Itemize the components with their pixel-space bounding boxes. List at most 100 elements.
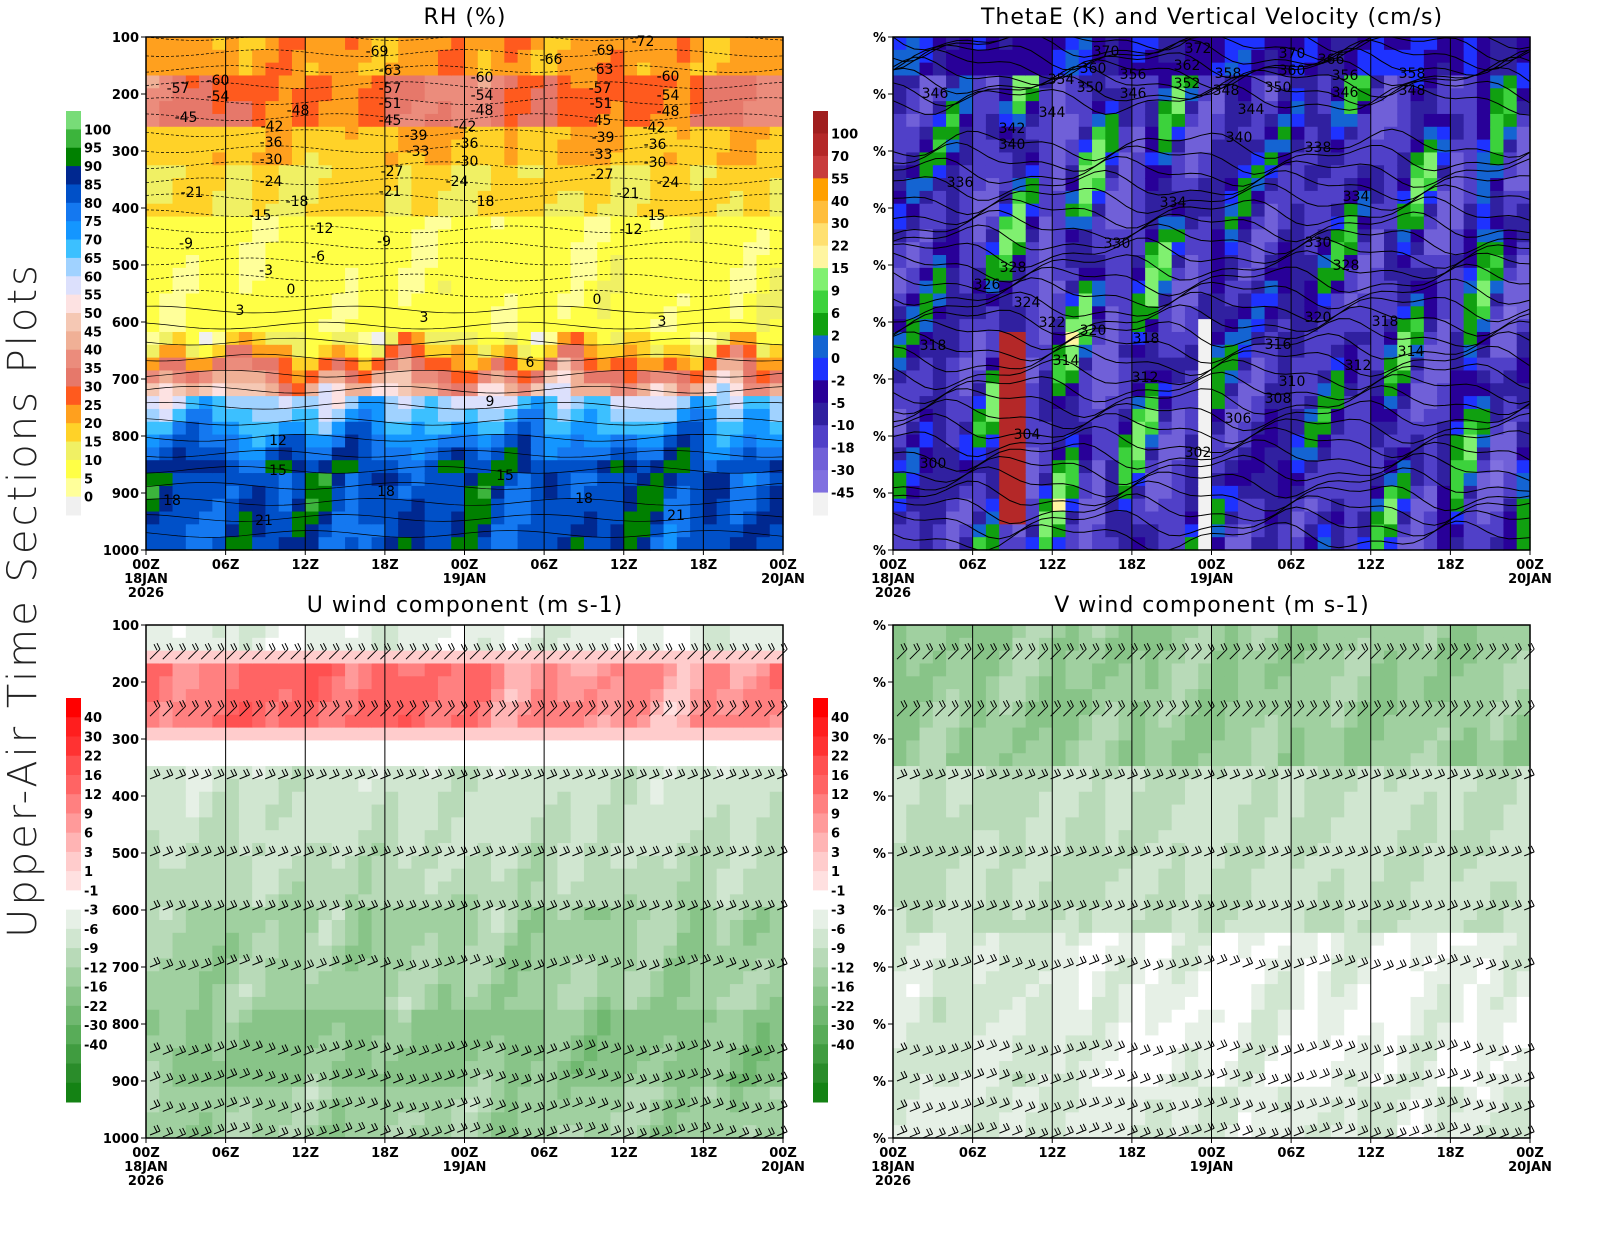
contour-cell [278, 740, 293, 754]
contour-cell [530, 203, 545, 218]
contour-cell [477, 408, 492, 423]
contour-cell [663, 473, 678, 487]
contour-cell [291, 817, 306, 831]
contour-cell [1025, 190, 1040, 205]
contour-cell [769, 216, 784, 230]
contour-cell [544, 498, 558, 513]
contour-cell [305, 62, 320, 77]
contour-cell [345, 62, 359, 77]
contour-cell [769, 357, 784, 372]
contour-cell [172, 126, 187, 141]
contour-cell [650, 485, 665, 500]
contour-cell [331, 306, 346, 320]
contour-cell [1463, 293, 1478, 307]
contour-cell [265, 242, 280, 256]
contour-cell [477, 267, 492, 282]
contour-cell [238, 971, 253, 985]
contour-cell [932, 370, 947, 384]
contour-cell [159, 511, 174, 525]
contour-cell [517, 242, 532, 256]
contour-cell [411, 126, 426, 141]
contour-cell [305, 139, 320, 154]
contour-cell [1463, 370, 1478, 384]
contour-cell [384, 791, 399, 806]
contour-cell [999, 88, 1014, 102]
contour-cell [583, 49, 598, 64]
contour-cell [504, 62, 519, 77]
contour-cell [650, 434, 665, 448]
contour-cell [932, 178, 947, 192]
contour-cell [424, 1048, 439, 1062]
contour-cell [1238, 524, 1252, 538]
contour-cell [345, 370, 359, 384]
contour-cell [305, 75, 320, 89]
contour-cell [398, 804, 413, 818]
contour-cell [1344, 408, 1359, 423]
contour-cell [663, 37, 678, 51]
contour-cell [1330, 101, 1345, 115]
contour-cell [1264, 190, 1279, 205]
contour-cell [345, 1125, 359, 1139]
contour-cell [716, 473, 731, 487]
contour-cell [172, 689, 187, 703]
contour-cell [1291, 511, 1305, 525]
contour-cell [398, 663, 413, 677]
contour-cell [1171, 255, 1186, 269]
contour-cell [437, 1022, 452, 1036]
contour-cell [172, 280, 187, 295]
contour-cell [1238, 37, 1252, 51]
contour-cell [491, 319, 505, 333]
contour-cell [358, 1022, 373, 1036]
contour-cell [1357, 408, 1372, 423]
contour-cell [371, 996, 386, 1011]
contour-cell [1317, 267, 1332, 282]
contour-cell [1476, 37, 1491, 51]
contour-cell [358, 126, 373, 141]
contour-cell [424, 817, 439, 831]
contour-cell [411, 203, 426, 218]
contour-cell [199, 701, 213, 716]
contour-cell [623, 293, 638, 307]
contour-cell [278, 778, 293, 793]
contour-cell [1171, 216, 1186, 230]
contour-cell [225, 817, 240, 831]
contour-cell [291, 203, 306, 218]
contour-cell [1038, 62, 1053, 77]
contour-cell [1476, 126, 1491, 141]
contour-cell [1330, 473, 1345, 487]
contour-cell [146, 984, 160, 998]
contour-cell [919, 139, 934, 154]
contour-cell [477, 293, 492, 307]
contour-cell [398, 267, 413, 282]
contour-cell [146, 434, 160, 448]
contour-cell [252, 370, 267, 384]
contour-cell [1357, 498, 1372, 513]
contour-cell [743, 306, 758, 320]
contour-cell [1211, 113, 1226, 128]
contour-cell [424, 242, 439, 256]
contour-cell [265, 727, 280, 742]
contour-cell [1264, 485, 1279, 500]
contour-cell [411, 881, 426, 895]
contour-cell [959, 421, 974, 436]
contour-cell [906, 242, 921, 256]
contour-cell [199, 868, 213, 883]
contour-cell [464, 267, 479, 282]
contour-cell [583, 255, 598, 269]
contour-cell [252, 984, 267, 998]
contour-cell [238, 817, 253, 831]
contour-cell [146, 537, 160, 551]
contour-cell [1516, 460, 1531, 474]
contour-cell [1490, 139, 1505, 154]
contour-cell [1184, 293, 1199, 307]
contour-cell [212, 919, 227, 934]
contour-cell [557, 383, 572, 397]
contour-cell [959, 473, 974, 487]
contour-cell [265, 203, 280, 218]
contour-cell [906, 267, 921, 282]
contour-cell [1476, 139, 1491, 154]
contour-cell [703, 434, 718, 448]
contour-cell [1131, 511, 1146, 525]
contour-cell [225, 932, 240, 947]
contour-cell [185, 408, 200, 423]
